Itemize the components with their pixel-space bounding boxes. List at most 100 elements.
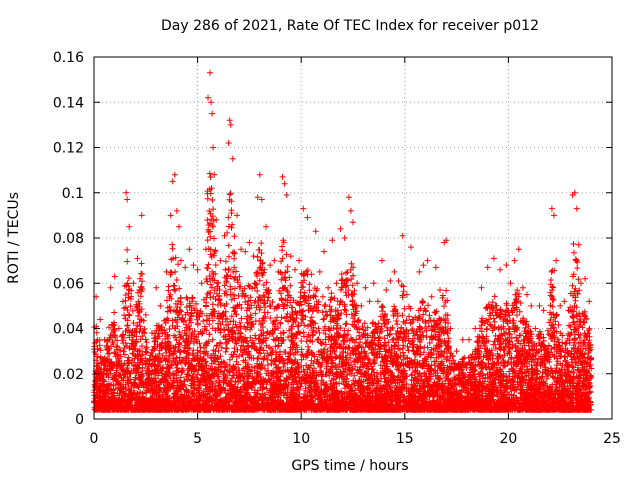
- data-point: [366, 298, 373, 305]
- data-point: [229, 155, 236, 162]
- data-point: [227, 121, 234, 128]
- data-point: [213, 216, 220, 223]
- axis-ticks: 0 0.02 0.04 0.06 0.08 0.1 0.12 0.14 0.16 0 5 10 15 20…: [53, 50, 621, 447]
- data-point: [503, 262, 510, 269]
- data-point: [153, 284, 160, 291]
- data-point: [234, 212, 240, 219]
- data-point: [163, 268, 170, 275]
- data-point: [548, 205, 555, 212]
- data-point: [263, 223, 269, 230]
- data-point: [428, 293, 435, 300]
- data-point: [420, 262, 427, 269]
- data-point: [208, 99, 215, 106]
- data-point: [544, 327, 551, 334]
- data-point: [308, 271, 315, 278]
- data-point: [209, 110, 216, 117]
- data-point: [107, 284, 114, 291]
- data-point: [124, 196, 131, 203]
- data-point: [403, 291, 410, 298]
- data-point: [553, 257, 560, 264]
- y-tick-label: 0: [75, 412, 84, 428]
- data-point: [254, 194, 261, 201]
- data-point: [250, 253, 257, 260]
- data-point: [149, 330, 155, 336]
- data-point: [540, 307, 547, 314]
- data-point: [374, 298, 381, 305]
- data-point: [383, 287, 390, 293]
- y-tick-label: 0.12: [53, 141, 84, 157]
- data-point: [304, 214, 311, 221]
- data-point: [370, 280, 377, 287]
- data-point: [350, 219, 356, 226]
- data-point: [565, 307, 572, 314]
- x-tick-label: 10: [292, 431, 310, 447]
- data-point: [171, 171, 178, 178]
- data-point: [395, 278, 402, 284]
- y-axis-label: ROTI / TECUs: [6, 192, 22, 284]
- data-point: [484, 264, 491, 271]
- data-point: [182, 264, 189, 271]
- data-point: [138, 212, 145, 219]
- data-point: [312, 228, 319, 235]
- x-tick-label: 20: [499, 431, 517, 447]
- y-tick-label: 0.14: [53, 95, 84, 111]
- data-point: [97, 316, 104, 323]
- data-point: [391, 268, 398, 275]
- x-tick-label: 5: [193, 431, 202, 447]
- data-point: [225, 140, 232, 146]
- data-point: [399, 232, 406, 239]
- data-point: [466, 336, 472, 343]
- data-point: [345, 194, 352, 201]
- data-point: [287, 253, 294, 260]
- data-point: [221, 232, 228, 239]
- data-point: [437, 287, 443, 293]
- data-point: [101, 336, 108, 343]
- data-point: [242, 248, 249, 255]
- data-point: [210, 144, 217, 151]
- data-point: [586, 298, 593, 305]
- data-point: [511, 257, 518, 264]
- data-point: [194, 266, 201, 273]
- data-point: [120, 298, 126, 305]
- data-point: [169, 178, 176, 185]
- y-tick-label: 0.16: [53, 50, 84, 66]
- data-point: [267, 262, 274, 269]
- data-point: [333, 280, 340, 287]
- data-point: [379, 257, 385, 264]
- data-point: [528, 302, 535, 309]
- y-tick-label: 0.02: [53, 367, 84, 383]
- grid-lines: [94, 57, 612, 419]
- data-point: [207, 69, 213, 76]
- data-point: [519, 284, 526, 291]
- y-tick-label: 0.06: [53, 276, 84, 292]
- data-point: [173, 207, 180, 214]
- data-point: [316, 268, 323, 275]
- data-point: [205, 94, 211, 101]
- x-tick-label: 15: [396, 431, 414, 447]
- data-point: [571, 189, 578, 196]
- x-tick-label: 0: [90, 431, 99, 447]
- data-point: [358, 302, 365, 309]
- data-point: [279, 173, 286, 180]
- data-point: [478, 284, 485, 291]
- data-point: [447, 325, 454, 332]
- data-point: [256, 171, 263, 178]
- data-point: [329, 237, 336, 244]
- data-point: [573, 205, 580, 212]
- data-point: [292, 266, 298, 273]
- data-point: [321, 248, 327, 255]
- data-point: [275, 268, 282, 275]
- dense-sample-marks: [91, 170, 595, 413]
- data-point: [536, 302, 543, 309]
- x-tick-label: 25: [603, 431, 621, 447]
- data-point: [296, 257, 303, 264]
- dense-points-layer: [91, 170, 595, 413]
- y-tick-label: 0.1: [62, 186, 84, 202]
- data-point: [524, 291, 530, 298]
- data-point: [575, 241, 582, 248]
- data-point: [157, 302, 164, 309]
- y-tick-label: 0.08: [53, 231, 84, 247]
- data-point: [561, 298, 568, 305]
- data-point: [551, 212, 557, 219]
- data-point: [202, 246, 209, 253]
